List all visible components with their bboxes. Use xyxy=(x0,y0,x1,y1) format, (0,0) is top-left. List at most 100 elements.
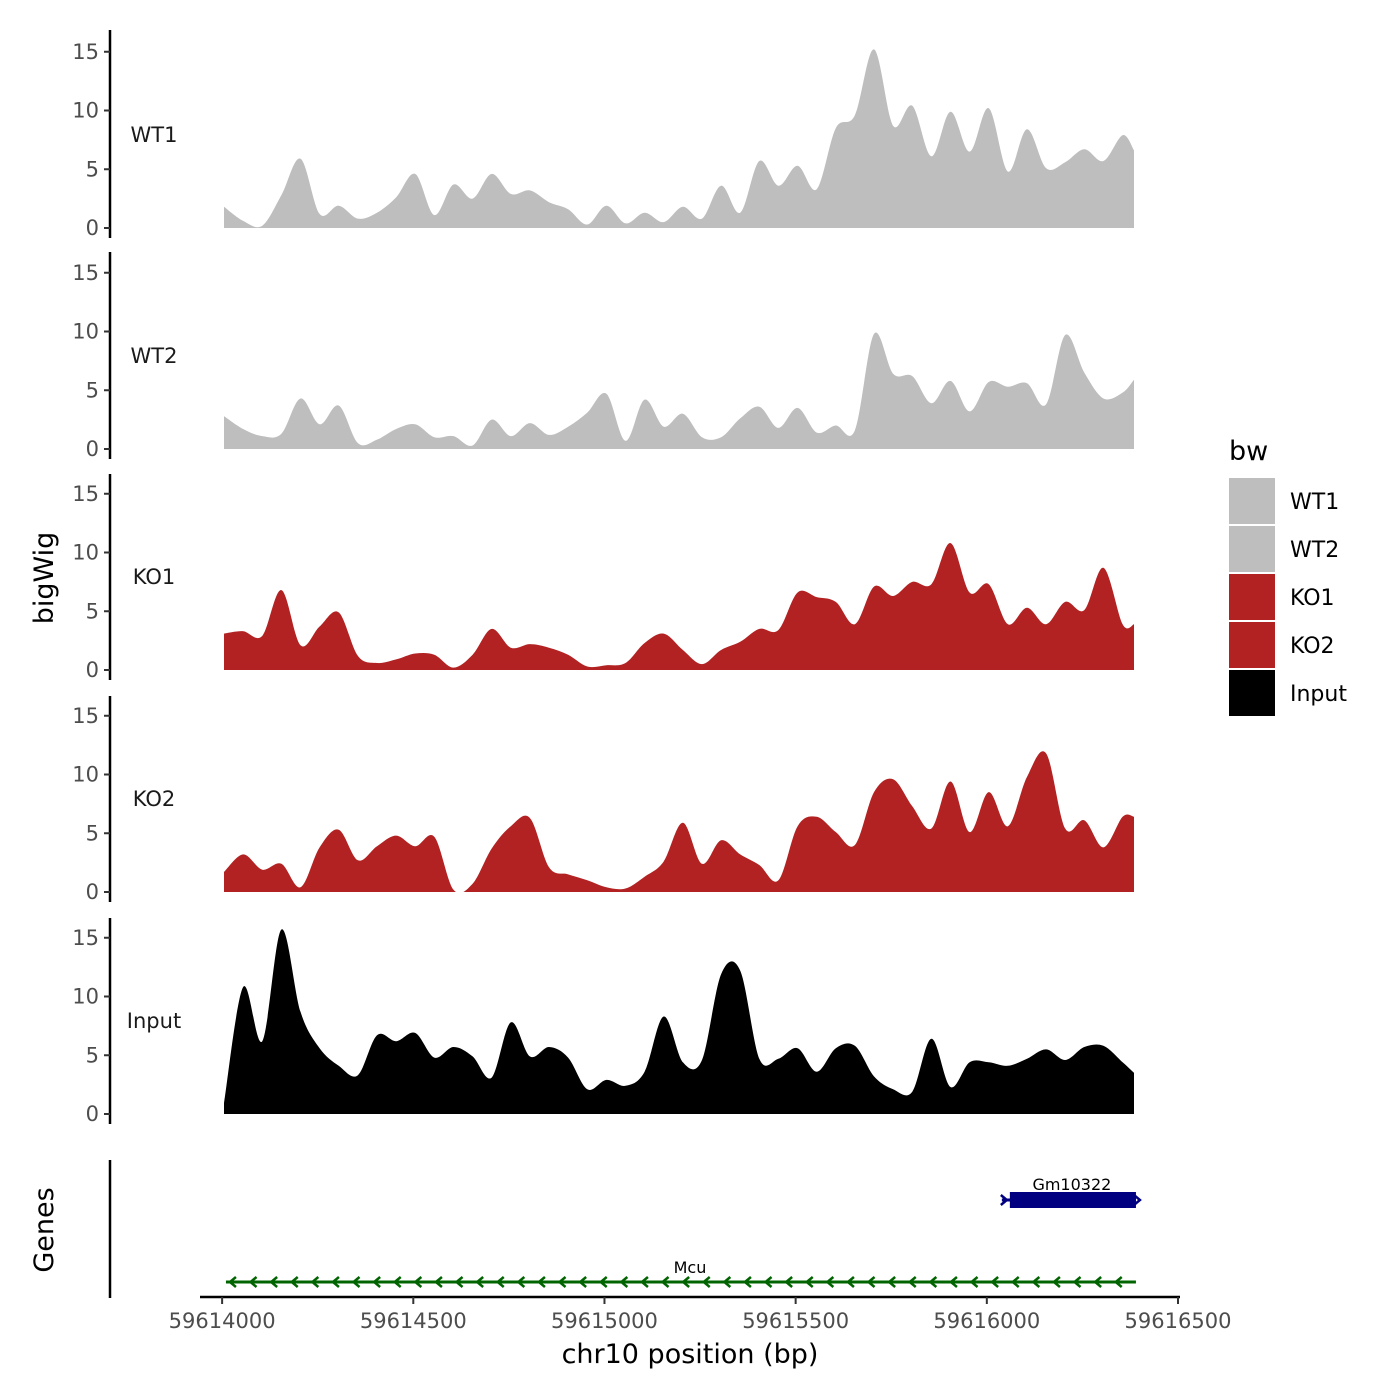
y-tick-label: 15 xyxy=(72,704,99,728)
strand-arrow-icon xyxy=(866,1276,876,1288)
legend-label: Input xyxy=(1290,682,1347,707)
gene-exon xyxy=(1009,1192,1136,1208)
strand-arrow-icon xyxy=(1000,1194,1009,1206)
y-tick-label: 5 xyxy=(86,1043,99,1067)
y-tick-label: 5 xyxy=(86,599,99,623)
strand-arrow-icon xyxy=(475,1276,484,1288)
track-ko2: 0 5 10 15 KO2 xyxy=(72,696,1134,904)
strand-arrow-icon xyxy=(248,1276,258,1288)
y-tick-label: 10 xyxy=(72,320,99,344)
y-tick-label: 15 xyxy=(72,926,99,950)
legend-item-input: Input xyxy=(1229,670,1347,716)
bigwig-tracks: 0 5 10 15 WT1 0 5 10 15 WT2 0 5 10 15 KO1 0 5 10 15 KO2 0 5 10… xyxy=(72,30,1134,1126)
strand-arrow-icon xyxy=(433,1276,443,1288)
strand-arrow-icon xyxy=(1072,1276,1082,1288)
y-tick-label: 15 xyxy=(72,261,99,285)
legend-swatch xyxy=(1229,526,1275,572)
strand-arrow-icon xyxy=(804,1276,814,1288)
gene-label: Gm10322 xyxy=(1032,1175,1111,1194)
strand-arrow-icon xyxy=(990,1276,999,1288)
gene-mcu: Mcu xyxy=(225,1258,1136,1288)
legend-swatch xyxy=(1229,622,1275,668)
track-label-ko2: KO2 xyxy=(133,787,176,811)
y-tick-label: 0 xyxy=(86,437,99,461)
signal-area-ko1 xyxy=(224,543,1134,670)
strand-arrow-icon xyxy=(413,1276,423,1288)
y-tick-label: 15 xyxy=(72,482,99,506)
legend-title: bw xyxy=(1229,436,1268,467)
signal-area-wt2 xyxy=(224,332,1134,449)
track-ko1: 0 5 10 15 KO1 xyxy=(72,474,1134,682)
y-tick-label: 10 xyxy=(72,99,99,123)
strand-arrow-icon xyxy=(907,1276,917,1288)
y-tick-label: 5 xyxy=(86,821,99,845)
strand-arrow-icon xyxy=(1093,1276,1102,1288)
strand-arrow-icon xyxy=(1031,1276,1041,1288)
strand-arrow-icon xyxy=(845,1276,855,1288)
gene-gm10322: Gm10322 xyxy=(1000,1175,1142,1208)
strand-arrow-icon xyxy=(1113,1276,1123,1288)
strand-arrow-icon xyxy=(948,1276,958,1288)
strand-arrow-icon xyxy=(825,1276,835,1288)
strand-arrow-icon xyxy=(516,1276,526,1288)
strand-arrow-icon xyxy=(1010,1276,1020,1288)
legend-item-ko1: KO1 xyxy=(1229,574,1335,620)
legend: bw WT1 WT2 KO1 KO2 Input xyxy=(1229,436,1347,716)
x-tick-label: 59614500 xyxy=(360,1309,467,1333)
legend-swatch xyxy=(1229,478,1275,524)
legend-swatch xyxy=(1229,574,1275,620)
track-label-ko1: KO1 xyxy=(133,565,176,589)
strand-arrow-icon xyxy=(639,1276,649,1288)
strand-arrow-icon xyxy=(928,1276,938,1288)
legend-item-wt2: WT2 xyxy=(1229,526,1339,572)
signal-area-wt1 xyxy=(224,49,1134,228)
legend-item-ko2: KO2 xyxy=(1229,622,1335,668)
y-tick-label: 10 xyxy=(72,985,99,1009)
strand-arrow-icon xyxy=(742,1276,752,1288)
x-tick-label: 59614000 xyxy=(169,1309,276,1333)
track-label-input: Input xyxy=(127,1009,181,1033)
strand-arrow-icon xyxy=(227,1276,237,1288)
strand-arrow-icon xyxy=(681,1276,690,1288)
strand-arrow-icon xyxy=(1051,1276,1061,1288)
strand-arrow-icon xyxy=(763,1276,773,1288)
track-label-wt1: WT1 xyxy=(131,123,178,147)
genes-panel: Gm10322 Mcu xyxy=(108,1160,1142,1298)
genes-axis-title: Genes xyxy=(29,1187,60,1272)
legend-label: KO2 xyxy=(1290,634,1335,659)
signal-area-input xyxy=(224,929,1134,1114)
legend-label: WT1 xyxy=(1290,490,1339,515)
strand-arrow-icon xyxy=(722,1276,732,1288)
strand-arrow-icon xyxy=(598,1276,608,1288)
x-tick-label: 59615000 xyxy=(551,1309,658,1333)
track-input: 0 5 10 15 Input xyxy=(72,918,1134,1126)
x-axis-title: chr10 position (bp) xyxy=(562,1339,819,1370)
strand-arrow-icon xyxy=(536,1276,546,1288)
legend-label: KO1 xyxy=(1290,586,1335,611)
y-tick-label: 0 xyxy=(86,658,99,682)
strand-arrow-icon xyxy=(310,1276,320,1288)
gene-label: Mcu xyxy=(674,1258,707,1277)
signal-area-ko2 xyxy=(224,751,1134,892)
track-label-wt2: WT2 xyxy=(131,344,178,368)
y-tick-label: 5 xyxy=(86,378,99,402)
legend-swatch xyxy=(1229,670,1275,716)
y-tick-label: 5 xyxy=(86,157,99,181)
y-tick-label: 0 xyxy=(86,1102,99,1126)
legend-item-wt1: WT1 xyxy=(1229,478,1339,524)
strand-arrow-icon xyxy=(269,1276,278,1288)
y-tick-label: 10 xyxy=(72,763,99,787)
strand-arrow-icon xyxy=(660,1276,670,1288)
legend-label: WT2 xyxy=(1290,538,1339,563)
strand-arrow-icon xyxy=(372,1276,381,1288)
strand-arrow-icon xyxy=(454,1276,464,1288)
strand-arrow-icon xyxy=(495,1276,505,1288)
strand-arrow-icon xyxy=(351,1276,361,1288)
strand-arrow-icon xyxy=(619,1276,629,1288)
strand-arrow-icon xyxy=(969,1276,979,1288)
y-tick-label: 10 xyxy=(72,541,99,565)
strand-arrow-icon xyxy=(557,1276,567,1288)
strand-arrow-icon xyxy=(578,1276,587,1288)
strand-arrow-icon xyxy=(1133,1194,1142,1206)
